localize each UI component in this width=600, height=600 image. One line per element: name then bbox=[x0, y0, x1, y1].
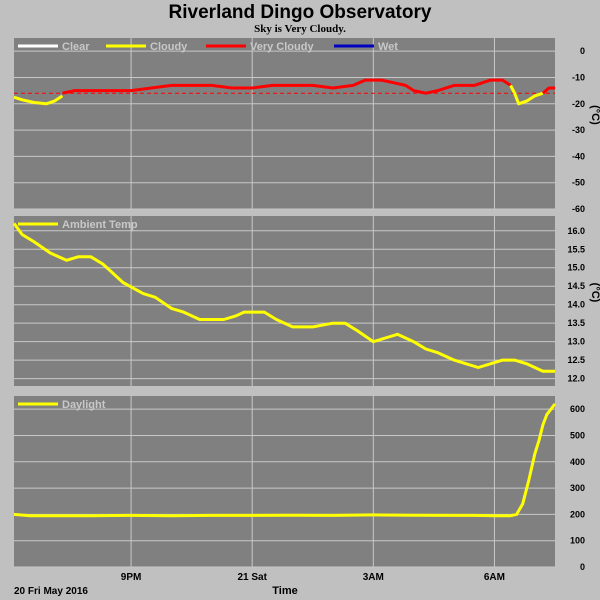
sky-y-tick-label: -50 bbox=[572, 178, 585, 188]
daylight-plot-area bbox=[14, 396, 555, 567]
daylight-y-tick-label: 100 bbox=[570, 536, 585, 546]
daylight-y-tick-label: 300 bbox=[570, 483, 585, 493]
daylight-legend-label: Daylight bbox=[62, 399, 106, 411]
sky-y-tick-label: -60 bbox=[572, 204, 585, 214]
sky-series-line bbox=[541, 86, 555, 95]
sky-y-tick-label: -30 bbox=[572, 125, 585, 135]
sky-y-tick-label: 0 bbox=[580, 46, 585, 56]
chart-title: Riverland Dingo Observatory bbox=[169, 2, 432, 23]
x-axis-label: Time bbox=[272, 585, 297, 597]
daylight-y-tick-label: 600 bbox=[570, 404, 585, 414]
ambient-legend-label: Ambient Temp bbox=[62, 219, 138, 231]
daylight-y-tick-label: 400 bbox=[570, 457, 585, 467]
daylight-y-tick-label: 500 bbox=[570, 430, 585, 440]
sky-legend-label: Wet bbox=[378, 41, 398, 53]
x-axis-date-label: 20 Fri May 2016 bbox=[14, 586, 88, 597]
ambient-y-tick-label: 14.0 bbox=[567, 300, 585, 310]
daylight-y-tick-label: 0 bbox=[580, 562, 585, 572]
sky-unit-label: (°C) bbox=[589, 105, 600, 125]
sky-legend-label: Clear bbox=[62, 41, 90, 53]
x-tick-label: 21 Sat bbox=[237, 572, 267, 583]
daylight-panel: 600 500 400 300 200 100 0 Daylight bbox=[13, 396, 585, 572]
daylight-series-line bbox=[13, 402, 557, 518]
ambient-panel: 16.0 15.5 15.0 14.5 14.0 13.5 13.0 12.5 12.0 (°C)… bbox=[12, 216, 600, 386]
sky-legend-label: Cloudy bbox=[150, 41, 188, 53]
ambient-unit-label: (°C) bbox=[589, 283, 600, 303]
sky-series-line bbox=[13, 94, 64, 106]
chart-subtitle: Sky is Very Cloudy. bbox=[254, 23, 346, 35]
sky-y-tick-label: -20 bbox=[572, 99, 585, 109]
ambient-y-tick-label: 14.5 bbox=[567, 281, 585, 291]
x-tick-label: 9PM bbox=[121, 572, 142, 583]
x-tick-label: 3AM bbox=[363, 572, 384, 583]
ambient-series-line bbox=[12, 222, 555, 373]
sky-panel: 0 -10 -20 -30 -40 -50 -60 (°C) Clear Cloudy Very C… bbox=[13, 38, 600, 214]
ambient-y-tick-label: 12.5 bbox=[567, 355, 585, 365]
ambient-plot-area bbox=[14, 216, 555, 386]
sky-legend-label: Very Cloudy bbox=[250, 41, 314, 53]
sky-y-tick-label: -10 bbox=[572, 72, 585, 82]
ambient-y-tick-label: 12.0 bbox=[567, 374, 585, 384]
ambient-y-tick-label: 15.0 bbox=[567, 263, 585, 273]
ambient-y-tick-label: 15.5 bbox=[567, 244, 585, 254]
ambient-y-tick-label: 16.0 bbox=[567, 226, 585, 236]
x-tick-label: 6AM bbox=[484, 572, 505, 583]
sky-plot-area bbox=[14, 38, 555, 209]
ambient-y-tick-label: 13.5 bbox=[567, 318, 585, 328]
daylight-y-tick-label: 200 bbox=[570, 509, 585, 519]
sky-series-line bbox=[62, 78, 512, 95]
sky-y-tick-label: -40 bbox=[572, 151, 585, 161]
sky-series-line bbox=[509, 84, 544, 106]
ambient-y-tick-label: 13.0 bbox=[567, 337, 585, 347]
